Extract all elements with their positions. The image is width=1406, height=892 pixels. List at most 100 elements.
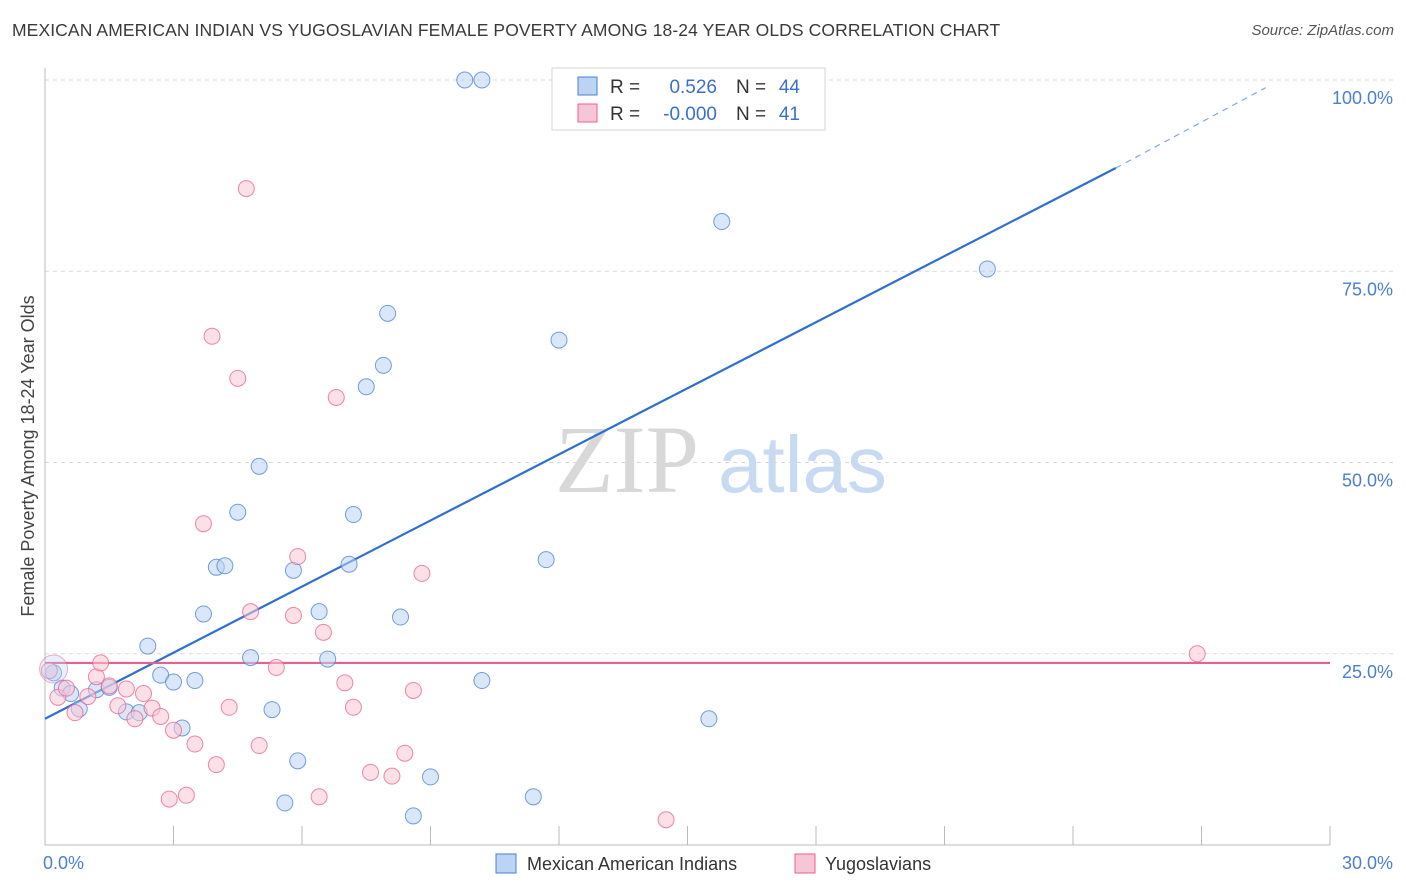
point-yugoslavians	[242, 603, 260, 621]
y-tick-label: 75.0%	[1342, 279, 1393, 299]
axes: 25.0% 50.0% 75.0% 100.0% 0.0% 30.0% Female Pov…	[18, 68, 1393, 873]
point-yugoslavians	[237, 180, 255, 198]
point-yugoslavians	[413, 564, 431, 582]
point-mexican-american-indians	[139, 637, 157, 655]
point-mexican-american-indians	[229, 503, 247, 521]
trend-line-extension	[1115, 87, 1267, 169]
watermark-zip: ZIP	[555, 406, 699, 513]
point-mexican-american-indians	[276, 794, 294, 812]
bottom-legend-swatch	[495, 853, 517, 874]
point-mexican-american-indians	[379, 304, 397, 322]
point-mexican-american-indians	[473, 672, 491, 690]
point-yugoslavians	[165, 721, 182, 739]
point-yugoslavians	[126, 710, 144, 728]
point-yugoslavians	[310, 788, 328, 806]
point-mexican-american-indians	[456, 71, 474, 89]
point-yugoslavians	[1188, 645, 1206, 663]
point-yugoslavians	[267, 659, 285, 677]
watermark: ZIP atlas	[555, 406, 887, 513]
legend-swatch	[577, 76, 598, 96]
point-mexican-american-indians	[289, 752, 307, 770]
point-mexican-american-indians	[194, 605, 212, 623]
point-yugoslavians	[362, 763, 380, 781]
point-yugoslavians	[250, 737, 268, 755]
legend: R = 0.526 N = 44 R = -0.000 N = 41	[551, 67, 826, 131]
point-yugoslavians	[177, 786, 195, 804]
legend-n-value: 41	[779, 104, 800, 125]
point-mexican-american-indians	[404, 807, 422, 825]
point-yugoslavians	[336, 674, 354, 692]
point-yugoslavians	[404, 681, 422, 699]
point-yugoslavians	[284, 607, 302, 624]
point-mexican-american-indians	[310, 603, 328, 621]
legend-r-label: R =	[610, 77, 640, 98]
y-tick-label: 50.0%	[1342, 471, 1393, 491]
bottom-legend-label: Yugoslavians	[825, 854, 931, 874]
point-mexican-american-indians	[700, 710, 718, 728]
legend-r-value: 0.526	[669, 77, 717, 98]
point-yugoslavians	[207, 756, 225, 774]
point-yugoslavians	[314, 623, 332, 641]
point-mexican-american-indians	[250, 457, 268, 475]
trend-line-mexican-american-indians	[44, 166, 1117, 720]
legend-r-value: -0.000	[663, 104, 717, 125]
point-yugoslavians	[383, 767, 401, 785]
point-mexican-american-indians	[216, 557, 234, 575]
point-mexican-american-indians	[357, 378, 375, 396]
point-yugoslavians	[92, 654, 110, 672]
point-mexican-american-indians	[392, 608, 410, 626]
point-yugoslavians	[194, 515, 212, 533]
legend-swatch	[577, 103, 598, 123]
bottom-legend: Mexican American Indians Yugoslavians	[495, 853, 931, 874]
point-mexican-american-indians	[263, 701, 281, 719]
point-yugoslavians	[220, 698, 238, 716]
point-yugoslavians	[100, 677, 118, 695]
point-yugoslavians	[229, 369, 247, 387]
point-mexican-american-indians	[422, 768, 439, 786]
grid-lines	[45, 79, 1395, 655]
chart-title: MEXICAN AMERICAN INDIAN VS YUGOSLAVIAN F…	[12, 20, 1001, 40]
data-points	[39, 71, 1206, 829]
point-yugoslavians	[186, 735, 204, 753]
point-mexican-american-indians	[186, 672, 204, 690]
point-yugoslavians	[657, 811, 675, 829]
point-yugoslavians	[203, 327, 221, 345]
trend-lines	[44, 87, 1330, 720]
point-yugoslavians	[117, 680, 135, 698]
legend-r-label: R =	[610, 104, 640, 125]
point-mexican-american-indians	[537, 551, 555, 569]
point-yugoslavians	[40, 662, 58, 680]
point-mexican-american-indians	[340, 555, 358, 573]
point-mexican-american-indians	[344, 506, 362, 524]
point-yugoslavians	[396, 744, 414, 762]
point-yugoslavians	[327, 388, 345, 406]
y-axis-label: Female Poverty Among 18-24 Year Olds	[18, 295, 38, 616]
point-yugoslavians	[289, 548, 307, 566]
point-mexican-american-indians	[978, 260, 996, 278]
point-mexican-american-indians	[165, 673, 182, 691]
watermark-atlas: atlas	[718, 420, 887, 509]
chart-source: Source: ZipAtlas.com	[1251, 22, 1394, 39]
point-mexican-american-indians	[242, 649, 260, 667]
point-mexican-american-indians	[550, 331, 568, 349]
point-yugoslavians	[109, 697, 127, 715]
point-mexican-american-indians	[524, 788, 542, 806]
point-yugoslavians	[135, 685, 153, 703]
point-yugoslavians	[344, 698, 362, 716]
point-yugoslavians	[66, 704, 84, 722]
x-tick-label: 30.0%	[1342, 853, 1393, 873]
bottom-legend-swatch	[794, 853, 816, 874]
point-mexican-american-indians	[473, 71, 491, 89]
point-mexican-american-indians	[713, 213, 731, 231]
point-yugoslavians	[152, 707, 170, 725]
y-tick-label: 100.0%	[1332, 88, 1393, 108]
point-yugoslavians	[160, 790, 178, 808]
point-yugoslavians	[57, 679, 75, 697]
point-mexican-american-indians	[374, 356, 392, 374]
legend-n-label: N =	[736, 104, 766, 125]
bottom-legend-label: Mexican American Indians	[527, 854, 737, 874]
point-yugoslavians	[79, 688, 97, 706]
point-cluster	[39, 654, 69, 684]
x-tick-label: 0.0%	[43, 853, 84, 873]
